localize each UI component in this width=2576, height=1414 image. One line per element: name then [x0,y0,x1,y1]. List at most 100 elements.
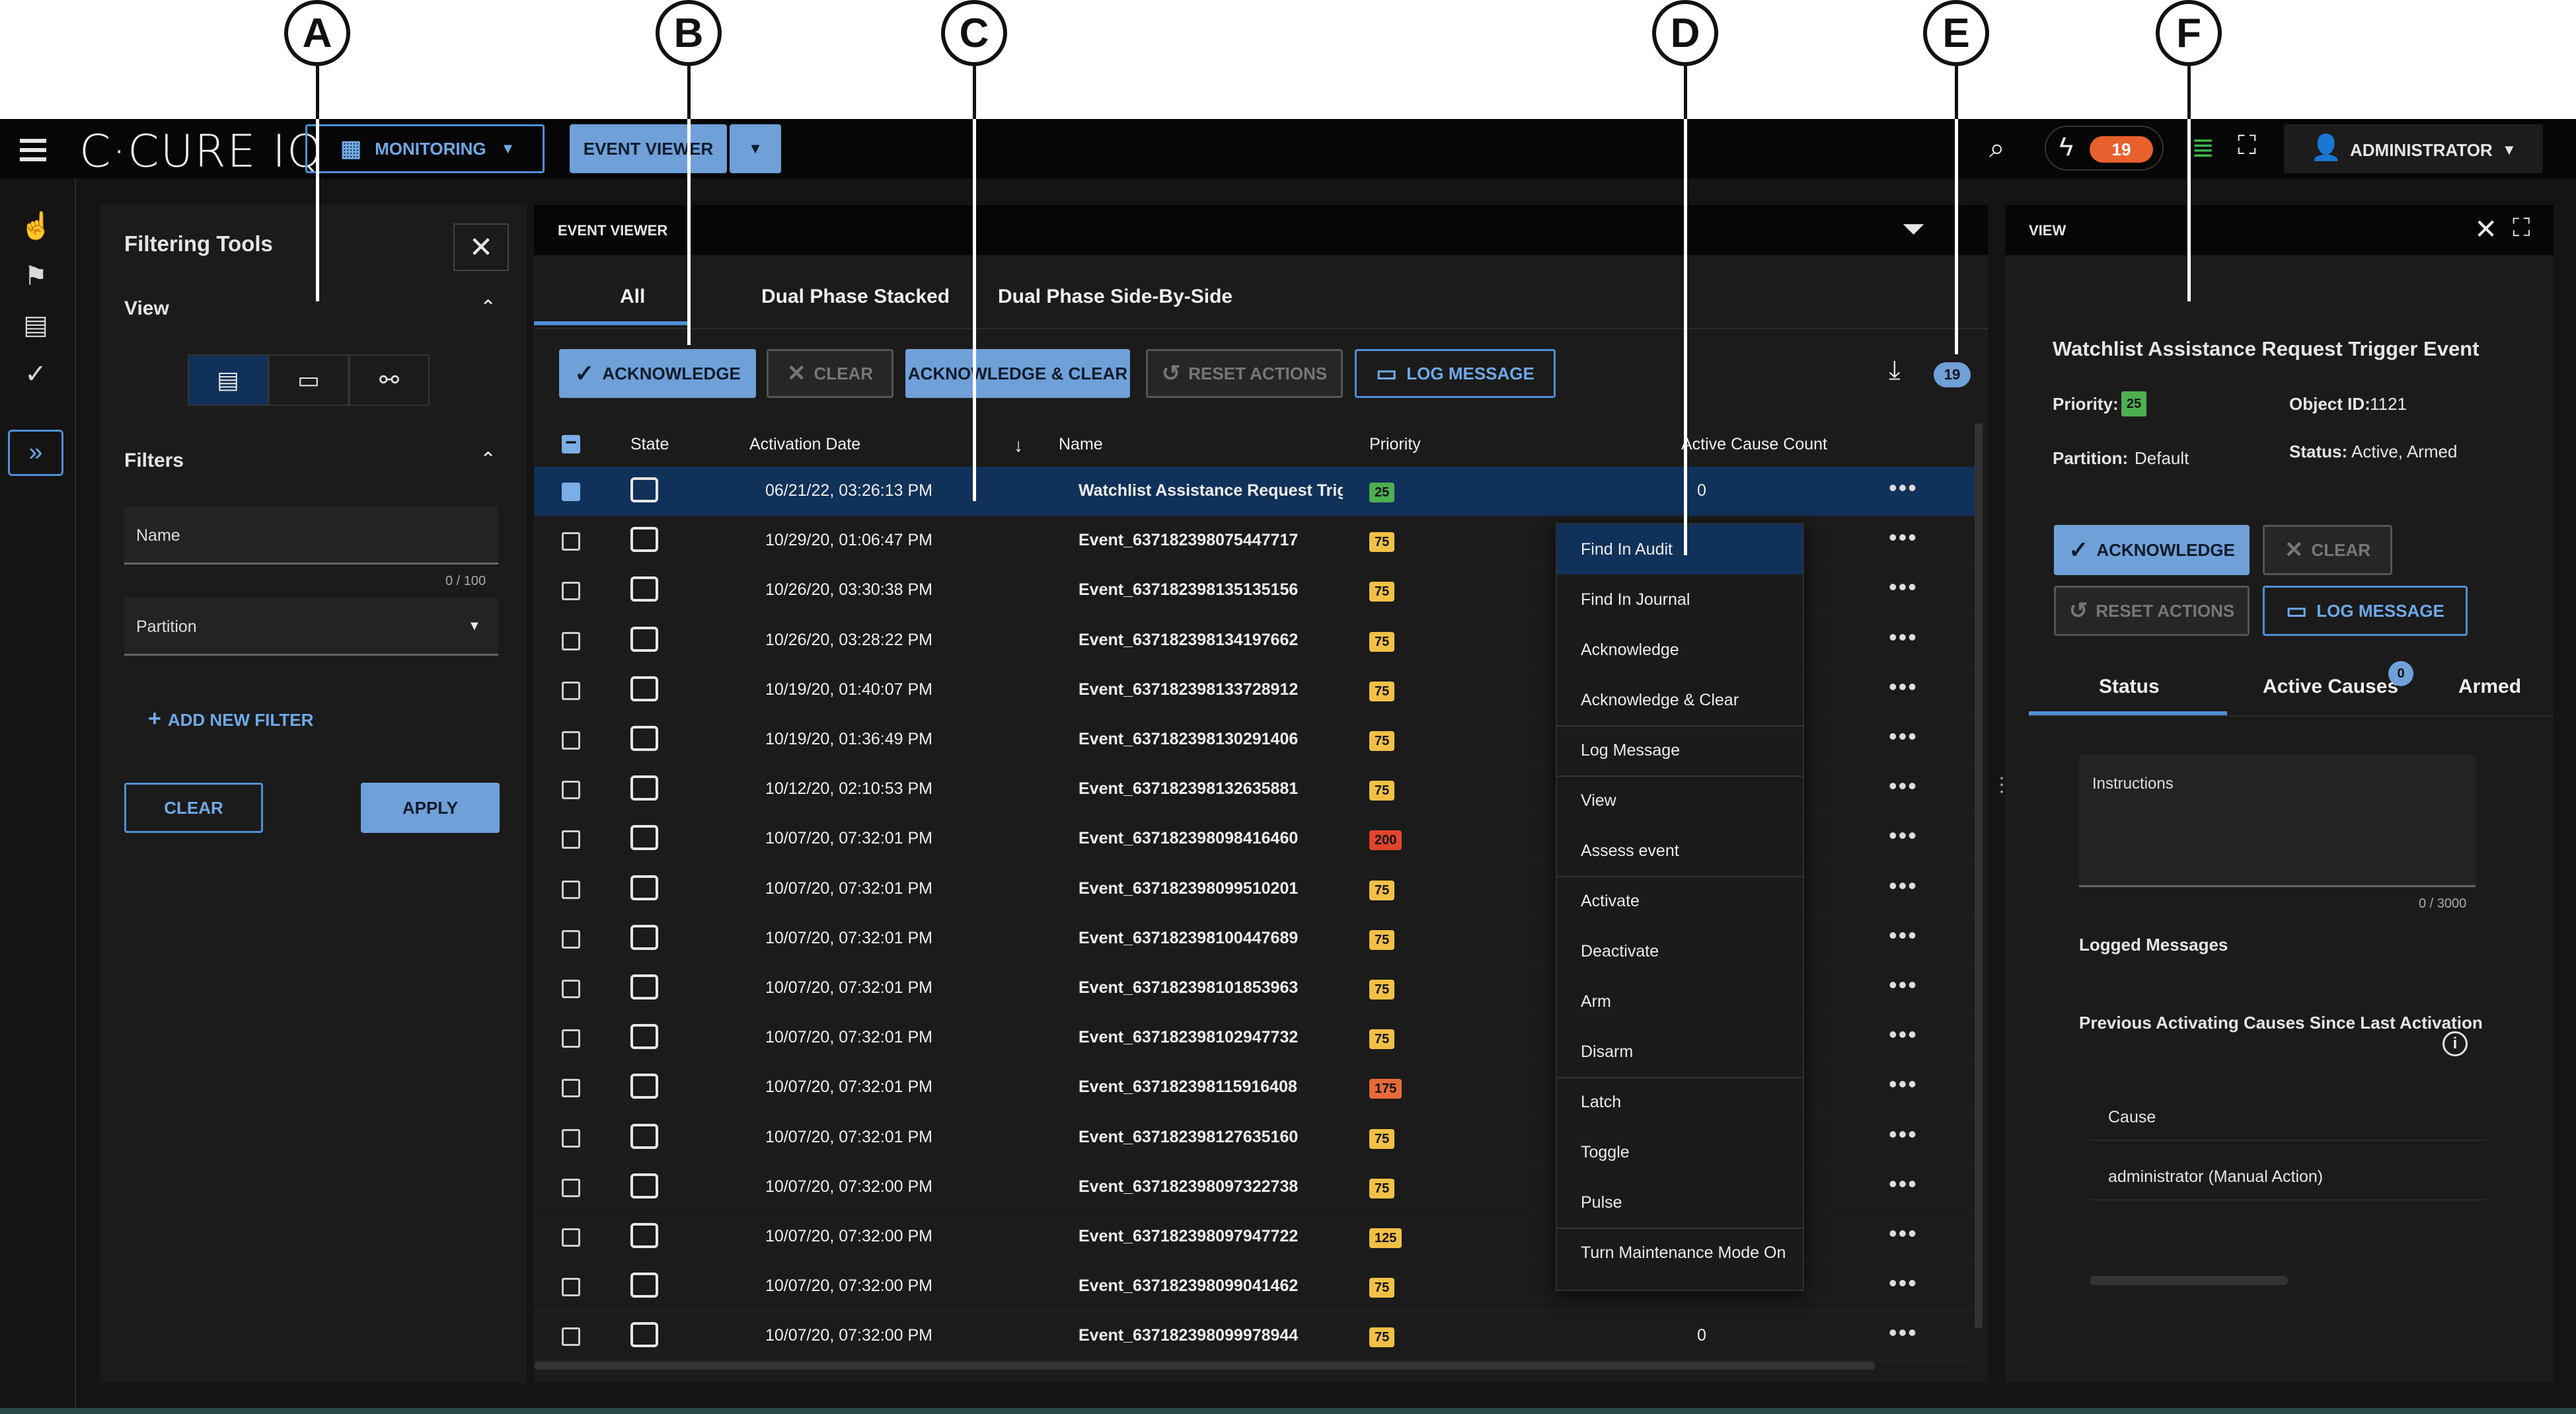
acknowledge-button[interactable]: ✓ ACKNOWLEDGE [559,349,756,398]
table-row[interactable]: 10/07/20, 07:32:00 PM Event_6371823980973… [534,1163,1975,1212]
row-checkbox[interactable] [562,830,580,849]
more-options-icon[interactable]: ••• [1889,1319,1918,1347]
tab-dual-phase-side-by-side[interactable]: Dual Phase Side-By-Side [998,286,1233,307]
more-options-icon[interactable]: ••• [1889,1021,1918,1048]
close-icon[interactable]: ✕ [2474,214,2498,245]
chevron-up-icon[interactable]: ⌃ [480,449,497,471]
horizontal-scrollbar[interactable] [534,1362,1875,1370]
more-options-icon[interactable]: ••• [1889,822,1918,849]
row-checkbox[interactable] [562,1029,580,1048]
context-menu-item[interactable]: Find In Journal [1581,590,1690,609]
instructions-textarea[interactable]: Instructions [2079,755,2476,887]
touch-icon[interactable]: ☝ [20,212,53,241]
check-circle-icon[interactable]: ✓ [24,360,47,389]
view-tab-status[interactable]: Status [2099,676,2160,697]
table-row[interactable]: 10/19/20, 01:40:07 PM Event_6371823981337… [534,666,1975,715]
view-tab-active-causes[interactable]: Active Causes [2263,676,2399,697]
column-priority[interactable]: Priority [1369,435,1421,453]
document-icon[interactable]: ▤ [23,311,48,340]
row-checkbox[interactable] [562,483,580,501]
more-options-icon[interactable]: ••• [1889,1120,1918,1148]
sort-arrow-icon[interactable]: ↓ [1014,435,1023,455]
row-checkbox[interactable] [562,731,580,750]
monitoring-dropdown[interactable]: ▦ MONITORING ▼ [305,124,545,173]
table-row[interactable]: 10/29/20, 01:06:47 PM Event_6371823980754… [534,516,1975,567]
graph-view-button[interactable]: ⚯ [349,354,430,406]
context-menu-item[interactable]: Find In Audit [1557,524,1803,574]
context-menu-item[interactable]: Toggle [1581,1143,1630,1161]
context-menu-item[interactable]: Latch [1581,1093,1622,1111]
table-row[interactable]: 10/07/20, 07:32:01 PM Event_6371823980984… [534,814,1975,865]
filter-icon[interactable]: ⏷ [1902,213,1926,245]
vertical-scrollbar[interactable] [1975,423,1983,1329]
reset-actions-button[interactable]: ↺ RESET ACTIONS [1146,349,1343,398]
context-menu-item[interactable]: Turn Maintenance Mode On [1581,1243,1786,1262]
table-row[interactable]: 10/07/20, 07:32:01 PM Event_6371823981276… [534,1113,1975,1163]
column-name[interactable]: Name [1059,435,1103,453]
row-checkbox[interactable] [562,929,580,949]
view-log-message-button[interactable]: ▭ LOG MESSAGE [2263,586,2468,636]
name-filter-input[interactable]: Name [124,506,498,565]
add-filter-button[interactable]: + ADD NEW FILTER [148,706,313,732]
table-row[interactable]: 10/07/20, 07:32:01 PM Event_6371823980995… [534,865,1975,914]
tab-all[interactable]: All [620,286,646,307]
row-checkbox[interactable] [562,1079,580,1098]
table-row[interactable]: 10/07/20, 07:32:00 PM Event_6371823980999… [534,1312,1975,1362]
row-checkbox[interactable] [562,980,580,998]
row-checkbox[interactable] [562,582,580,601]
event-viewer-dropdown-button[interactable]: ▼ [730,124,781,173]
more-options-icon[interactable]: ••• [1889,623,1918,650]
table-row[interactable]: 10/07/20, 07:32:00 PM Event_6371823980979… [534,1212,1975,1262]
column-state[interactable]: State [630,435,669,453]
column-activation-date[interactable]: Activation Date [749,435,861,453]
table-row[interactable]: 10/07/20, 07:32:00 PM Event_6371823980990… [534,1262,1975,1312]
more-options-icon[interactable]: ••• [1889,971,1918,998]
row-checkbox[interactable] [562,1228,580,1247]
row-checkbox[interactable] [562,1178,580,1197]
menu-icon[interactable] [20,139,46,167]
view-acknowledge-button[interactable]: ✓ ACKNOWLEDGE [2054,525,2250,575]
context-menu-item[interactable]: Disarm [1581,1042,1634,1061]
chevron-up-icon[interactable]: ⌃ [480,297,497,319]
more-options-icon[interactable]: ••• [1889,723,1918,750]
row-checkbox[interactable] [562,1327,580,1347]
column-active-cause-count[interactable]: Active Cause Count [1681,435,1827,453]
causes-horizontal-scrollbar[interactable] [2090,1276,2288,1285]
table-row[interactable]: 10/26/20, 03:30:38 PM Event_6371823981351… [534,566,1975,616]
table-row[interactable]: 10/07/20, 07:32:01 PM Event_6371823981159… [534,1063,1975,1113]
row-checkbox[interactable] [562,781,580,800]
view-clear-button[interactable]: ✕ CLEAR [2263,525,2392,575]
more-options-icon[interactable]: ••• [1889,524,1918,551]
context-menu-item[interactable]: Log Message [1581,741,1681,760]
row-checkbox[interactable] [562,1128,580,1148]
table-row[interactable]: 10/12/20, 02:10:53 PM Event_6371823981326… [534,765,1975,815]
more-options-icon[interactable]: ••• [1889,1169,1918,1197]
server-status-icon[interactable]: ≣ [2191,132,2215,163]
card-view-button[interactable]: ▭ [268,354,349,406]
context-menu-item[interactable]: Arm [1581,992,1611,1011]
download-icon[interactable]: ⤓ [1889,356,1901,385]
context-menu-item[interactable]: Acknowledge [1581,641,1679,659]
view-reset-actions-button[interactable]: ↺ RESET ACTIONS [2054,586,2250,636]
table-row[interactable]: 10/07/20, 07:32:01 PM Event_6371823981018… [534,964,1975,1013]
row-checkbox[interactable] [562,631,580,650]
more-options-icon[interactable]: ••• [1889,1269,1918,1297]
table-row[interactable]: 06/21/22, 03:26:13 PM Watchlist Assistanc… [534,467,1975,516]
table-row[interactable]: 10/26/20, 03:28:22 PM Event_6371823981341… [534,616,1975,666]
more-options-icon[interactable]: ••• [1889,1220,1918,1247]
table-row[interactable]: 10/07/20, 07:32:01 PM Event_6371823981029… [534,1013,1975,1064]
alerts-button[interactable]: ϟ 19 [2045,126,2164,171]
close-icon[interactable]: ✕ [453,223,509,271]
log-message-button[interactable]: ▭ LOG MESSAGE [1355,349,1556,398]
search-icon[interactable]: ⌕ [1989,132,2005,163]
context-menu-item[interactable]: Deactivate [1581,942,1659,961]
expand-icon[interactable]: ⛶ [2513,214,2530,242]
list-view-button[interactable]: ▤ [188,354,268,406]
row-checkbox[interactable] [562,681,580,700]
partition-select[interactable]: Partition ▼ [124,598,498,656]
more-options-icon[interactable]: ••• [1889,772,1918,800]
select-all-checkbox[interactable]: − [562,433,580,453]
view-tab-armed[interactable]: Armed [2458,676,2522,697]
info-icon[interactable]: i [2443,1031,2468,1056]
context-menu-item[interactable]: Activate [1581,892,1640,910]
